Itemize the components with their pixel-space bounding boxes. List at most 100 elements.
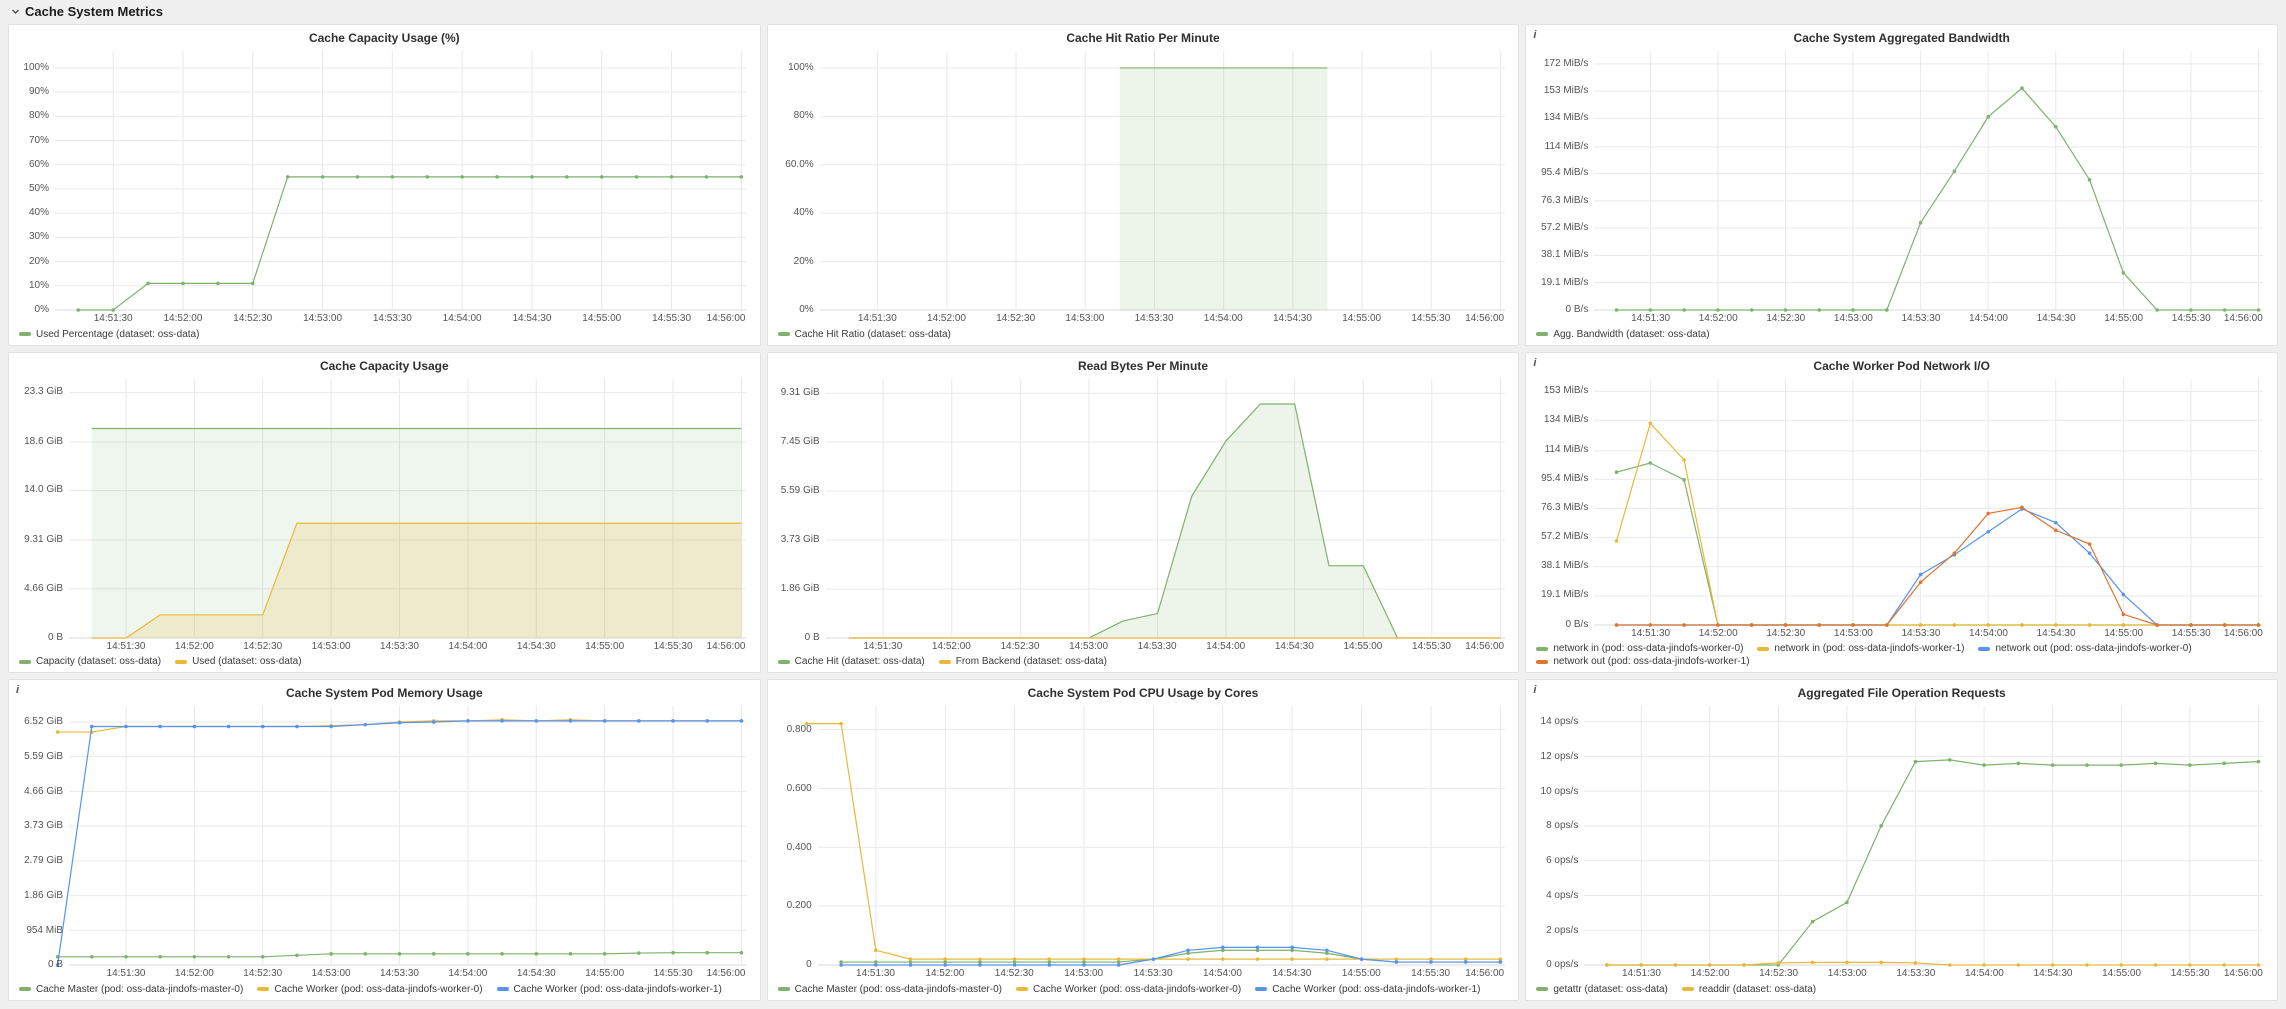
panel-legend: Cache Hit (dataset: oss-data) From Backen… [776, 653, 1511, 667]
legend-item[interactable]: Agg. Bandwidth (dataset: oss-data) [1536, 329, 1710, 340]
x-axis-tick: 14:53:00 [1065, 313, 1105, 324]
legend-swatch-icon [257, 987, 270, 992]
info-icon[interactable]: i [1533, 29, 1537, 41]
x-axis-tick: 14:52:30 [243, 640, 283, 652]
y-axis-tick: 0.200 [786, 900, 812, 912]
legend-item[interactable]: Cache Hit Ratio (dataset: oss-data) [777, 328, 951, 340]
legend-item[interactable]: Cache Master (pod: oss-data-jindofs-mast… [777, 984, 1002, 995]
panel-legend: Capacity (dataset: oss-data) Used (datase… [17, 653, 752, 667]
legend-item[interactable]: network out (pod: oss-data-jindofs-worke… [1536, 656, 1750, 668]
chart-area[interactable]: 0 B 4.66 GiB 9.31 GiB 14.0 GiB 18.6 GiB 23.3 … [17, 374, 752, 654]
x-axis-tick: 14:54:30 [512, 313, 552, 324]
legend-label: network in (pod: oss-data-jindofs-worker… [1774, 643, 1965, 655]
legend-item[interactable]: Capacity (dataset: oss-data) [19, 656, 161, 667]
info-icon[interactable]: i [1533, 684, 1537, 697]
y-axis-tick: 60.0% [785, 158, 814, 170]
x-axis-tick: 14:52:30 [996, 313, 1036, 324]
legend-item[interactable]: Cache Master (pod: oss-data-jindofs-mast… [19, 984, 243, 995]
x-axis-tick: 14:55:00 [585, 968, 625, 980]
x-axis-tick: 14:53:30 [380, 640, 419, 652]
legend-item[interactable]: Cache Worker (pod: oss-data-jindofs-work… [496, 984, 722, 995]
chart-area[interactable]: 0 B 954 MiB 1.86 GiB 2.79 GiB 3.73 GiB 4.66 G… [17, 701, 752, 981]
info-icon[interactable]: i [1533, 356, 1537, 369]
legend-item[interactable]: Cache Worker (pod: oss-data-jindofs-work… [1255, 984, 1480, 995]
info-icon[interactable]: i [16, 684, 20, 697]
x-axis-tick: 14:54:30 [516, 968, 556, 980]
legend-label: Cache Hit Ratio (dataset: oss-data) [794, 328, 951, 340]
y-axis-tick: 60% [28, 158, 49, 170]
legend-swatch-icon [777, 987, 790, 992]
panel-title[interactable]: Read Bytes Per Minute [1077, 358, 1209, 373]
y-axis-tick: 8 ops/s [1546, 820, 1579, 832]
x-axis-tick: 14:56:00 [2223, 968, 2263, 980]
legend-label: Cache Hit (dataset: oss-data) [794, 656, 925, 668]
row-header-cache-system-metrics[interactable]: Cache System Metrics [0, 0, 2286, 22]
legend-item[interactable]: getattr (dataset: oss-data) [1536, 984, 1668, 995]
panel-title[interactable]: Cache System Pod Memory Usage [285, 686, 483, 701]
y-axis-tick: 0.400 [786, 841, 812, 853]
x-axis-tick: 14:56:00 [706, 313, 746, 324]
chart-area[interactable]: 0 B 1.86 GiB 3.73 GiB 5.59 GiB 7.45 GiB 9.31 … [776, 374, 1511, 654]
x-axis-tick: 14:54:00 [1969, 313, 2008, 324]
y-axis-tick: 0 [806, 959, 812, 971]
panel-title[interactable]: Cache System Aggregated Bandwidth [1793, 31, 2010, 45]
y-axis-tick: 19.1 MiB/s [1541, 276, 1589, 288]
x-axis-tick: 14:55:30 [2171, 313, 2211, 324]
y-axis-tick: 0.600 [786, 782, 812, 794]
panel-cache-capacity-usage-pct: Cache Capacity Usage (%) 0% 10% 20% 30% 40% 5… [8, 24, 761, 346]
x-axis-tick: 14:53:00 [311, 640, 351, 652]
y-axis-tick: 4.66 GiB [24, 582, 63, 594]
legend-item[interactable]: Used (dataset: oss-data) [175, 656, 302, 667]
y-axis-tick: 38.1 MiB/s [1541, 249, 1589, 261]
y-axis-tick: 0 ops/s [1546, 959, 1579, 971]
chart-area[interactable]: 0 0.200 0.400 0.600 0.800 14:51:30 14:52:00 14:… [776, 701, 1511, 981]
legend-item[interactable]: network in (pod: oss-data-jindofs-worker… [1536, 643, 1743, 654]
legend-swatch-icon [1536, 646, 1549, 651]
x-axis-tick: 14:51:30 [1631, 627, 1671, 639]
chart-area[interactable]: 0% 10% 20% 30% 40% 50% 60% 70% 80% 90% 100% 14:51:3… [17, 46, 752, 326]
y-axis-tick: 5.59 GiB [780, 484, 820, 496]
panel-cache-system-pod-memory-usage: i Cache System Pod Memory Usage 0 B 954 M… [8, 679, 761, 1001]
chart-area[interactable]: 0 B/s 19.1 MiB/s 38.1 MiB/s 57.2 MiB/s 76.3 … [1534, 374, 2269, 641]
legend-swatch-icon [1536, 987, 1549, 992]
panel-legend: Agg. Bandwidth (dataset: oss-data) [1534, 326, 2269, 340]
y-axis-tick: 80% [28, 110, 49, 122]
legend-item[interactable]: Cache Worker (pod: oss-data-jindofs-work… [257, 984, 483, 995]
y-axis-tick: 114 MiB/s [1544, 140, 1589, 152]
x-axis-tick: 14:53:30 [1133, 968, 1173, 980]
chart-area[interactable]: 0 B/s 19.1 MiB/s 38.1 MiB/s 57.2 MiB/s 76.3 … [1534, 46, 2269, 326]
legend-item[interactable]: Cache Worker (pod: oss-data-jindofs-work… [1015, 984, 1241, 995]
y-axis-tick: 5.59 GiB [24, 751, 63, 762]
y-axis-tick: 153 MiB/s [1543, 85, 1589, 97]
x-axis-tick: 14:55:00 [582, 313, 622, 324]
y-axis-tick: 6.52 GiB [24, 716, 63, 728]
legend-item[interactable]: network out (pod: oss-data-jindofs-worke… [1978, 643, 2192, 654]
legend-item[interactable]: network in (pod: oss-data-jindofs-worker… [1757, 643, 1964, 654]
x-axis-tick: 14:51:30 [1622, 968, 1661, 980]
x-axis-tick: 14:56:00 [1465, 968, 1505, 980]
x-axis-tick: 14:52:00 [1698, 313, 1738, 324]
legend-item[interactable]: From Backend (dataset: oss-data) [938, 656, 1107, 667]
panel-title[interactable]: Cache Hit Ratio Per Minute [1066, 31, 1220, 45]
legend-label: Cache Master (pod: oss-data-jindofs-mast… [36, 983, 244, 995]
y-axis-tick: 30% [28, 231, 49, 243]
panel-title[interactable]: Cache Worker Pod Network I/O [1813, 358, 1990, 373]
x-axis-tick: 14:52:30 [994, 968, 1034, 980]
chart-area[interactable]: 0% 20% 40% 60.0% 80% 100% 14:51:30 14:52:00 14:5… [776, 46, 1511, 326]
legend-label: network out (pod: oss-data-jindofs-worke… [1553, 656, 1750, 668]
x-axis-tick: 14:53:00 [303, 313, 343, 324]
y-axis-tick: 80% [793, 110, 814, 122]
y-axis-tick: 0% [799, 304, 814, 315]
panel-title[interactable]: Cache Capacity Usage (%) [308, 31, 460, 45]
chart-area[interactable]: 0 ops/s 2 ops/s 4 ops/s 6 ops/s 8 ops/s 10 op… [1534, 701, 2269, 981]
x-axis-tick: 14:55:30 [653, 640, 693, 652]
legend-item[interactable]: readdir (dataset: oss-data) [1681, 984, 1816, 995]
y-axis-tick: 7.45 GiB [780, 435, 820, 447]
legend-item[interactable]: Used Percentage (dataset: oss-data) [19, 329, 199, 340]
legend-item[interactable]: Cache Hit (dataset: oss-data) [777, 656, 925, 668]
y-axis-tick: 2.79 GiB [24, 855, 63, 867]
panel-title[interactable]: Aggregated File Operation Requests [1797, 686, 2006, 701]
legend-label: getattr (dataset: oss-data) [1553, 983, 1668, 995]
panel-title[interactable]: Cache Capacity Usage [319, 358, 449, 373]
panel-title[interactable]: Cache System Pod CPU Usage by Cores [1027, 686, 1259, 701]
